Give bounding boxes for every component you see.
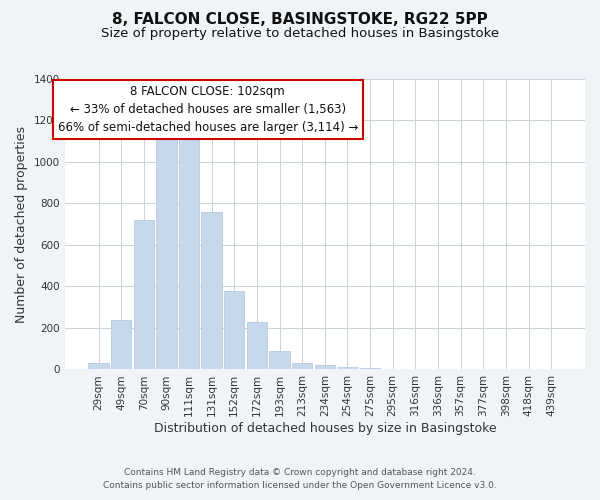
Bar (269, 351, 290, 370)
Bar (360, 368, 380, 370)
Bar (179, 137, 199, 370)
Bar (314, 366, 335, 370)
Bar (88, 363, 109, 370)
Y-axis label: Number of detached properties: Number of detached properties (15, 126, 28, 322)
Bar (247, 322, 267, 370)
Text: Contains public sector information licensed under the Open Government Licence v3: Contains public sector information licen… (103, 480, 497, 490)
Bar (337, 368, 358, 370)
Bar (156, 139, 176, 370)
Text: 8 FALCON CLOSE: 102sqm
← 33% of detached houses are smaller (1,563)
66% of semi-: 8 FALCON CLOSE: 102sqm ← 33% of detached… (58, 85, 358, 134)
Text: 8, FALCON CLOSE, BASINGSTOKE, RG22 5PP: 8, FALCON CLOSE, BASINGSTOKE, RG22 5PP (112, 12, 488, 28)
Bar (224, 290, 244, 370)
Bar (292, 363, 313, 370)
X-axis label: Distribution of detached houses by size in Basingstoke: Distribution of detached houses by size … (154, 422, 496, 435)
Text: Size of property relative to detached houses in Basingstoke: Size of property relative to detached ho… (101, 28, 499, 40)
Bar (202, 212, 222, 370)
Text: Contains HM Land Registry data © Crown copyright and database right 2024.: Contains HM Land Registry data © Crown c… (124, 468, 476, 477)
Bar (111, 320, 131, 370)
Bar (134, 220, 154, 370)
